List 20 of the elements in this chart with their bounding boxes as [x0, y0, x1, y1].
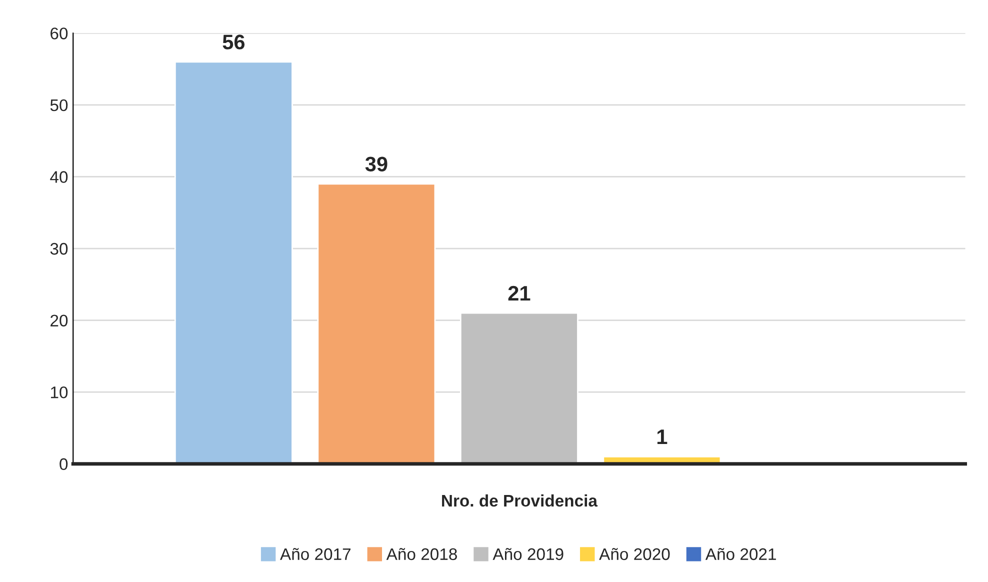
legend-label: Año 2021: [705, 548, 776, 560]
data-label: 56: [222, 34, 245, 50]
x-tick-label: Nro. de Providencia: [442, 494, 598, 507]
legend-label: Año 2019: [492, 548, 564, 560]
y-tick-label: 0: [60, 458, 68, 470]
legend-label: Año 2020: [599, 548, 670, 560]
bar: [460, 312, 578, 464]
bar: [174, 61, 293, 464]
data-label: 1: [657, 430, 668, 444]
legend-label: Año 2018: [386, 548, 457, 560]
y-tick-label: 60: [50, 28, 68, 40]
y-tick-label: 20: [50, 314, 68, 326]
data-label: 21: [508, 286, 530, 300]
data-label: 39: [365, 156, 388, 172]
y-tick-label: 50: [50, 99, 68, 112]
bar: [317, 183, 436, 464]
legend-label: Año 2017: [280, 548, 350, 560]
y-tick-label: 10: [50, 386, 68, 398]
y-tick-label: 40: [50, 171, 68, 183]
y-tick-label: 30: [50, 242, 68, 255]
